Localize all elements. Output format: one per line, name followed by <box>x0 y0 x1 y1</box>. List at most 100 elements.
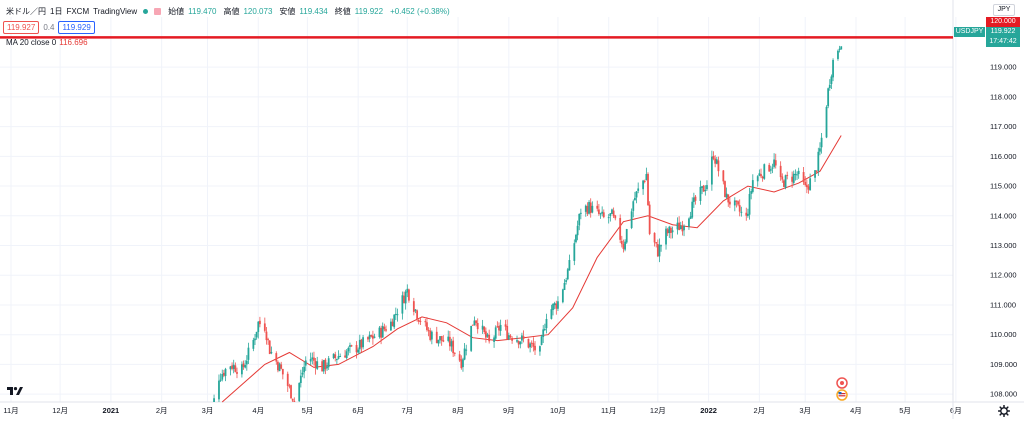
candle-body <box>313 357 315 361</box>
x-tick-label: 9月 <box>503 406 515 415</box>
candle-body <box>475 320 477 324</box>
x-tick-label: 2022 <box>700 406 717 415</box>
candle-body <box>722 170 725 182</box>
candle-body <box>797 170 800 175</box>
candle-body <box>632 201 635 211</box>
candle-body <box>460 359 463 369</box>
last-price-value: 119.922 <box>990 28 1016 35</box>
candle-body <box>761 176 764 179</box>
candle-body <box>257 321 260 333</box>
x-tick-label: 2月 <box>754 406 766 415</box>
candle-body <box>728 201 731 205</box>
y-tick-label: 112.000 <box>990 271 1017 280</box>
candle-body <box>565 280 568 282</box>
buy-button[interactable]: 119.929 <box>58 21 95 34</box>
candle-body <box>573 243 576 261</box>
candle-body <box>370 335 373 337</box>
candle-body <box>242 363 245 367</box>
candle-body <box>360 339 363 348</box>
candle-body <box>807 186 810 190</box>
candle-body <box>219 379 222 381</box>
candle-body <box>597 209 600 214</box>
sell-button[interactable]: 119.927 <box>3 21 40 34</box>
candle-body <box>809 178 812 191</box>
candle-body <box>561 289 564 303</box>
candle-body <box>591 205 594 213</box>
candle-body <box>671 230 674 233</box>
symbol-name[interactable]: 米ドル／円 <box>6 6 46 16</box>
gear-icon[interactable] <box>998 405 1010 417</box>
ma-legend[interactable]: MA 20 close 0 116.696 <box>6 38 88 47</box>
candle-body <box>607 217 610 219</box>
candle-body <box>450 341 453 347</box>
candle-body <box>304 360 307 366</box>
candle-body <box>756 176 759 182</box>
candle-body <box>642 180 644 190</box>
candle-body <box>476 322 479 330</box>
x-tick-label: 11月 <box>3 406 18 415</box>
candle-body <box>281 368 284 375</box>
candle-body <box>404 291 407 304</box>
candle-body <box>412 301 415 312</box>
candle-body <box>589 202 592 213</box>
candle-body <box>322 360 325 372</box>
y-tick-label: 109.000 <box>990 360 1017 369</box>
candle-body <box>498 325 500 331</box>
alert-price-tag[interactable]: 120.000 <box>986 17 1020 27</box>
candle-body <box>265 331 268 341</box>
candle-body <box>791 176 794 182</box>
candle-body <box>588 202 590 214</box>
candle-body <box>634 197 636 201</box>
candle-body <box>494 327 497 339</box>
candle-body <box>442 340 445 342</box>
candle-body <box>624 241 626 250</box>
candle-body <box>612 210 615 217</box>
candle-body <box>394 313 397 315</box>
candle-body <box>390 321 392 331</box>
candle-body <box>760 174 762 177</box>
candle-body <box>278 363 281 372</box>
flag-icon[interactable] <box>154 7 162 15</box>
bid-ask-panel[interactable]: 119.927 0.4 119.929 <box>3 21 95 34</box>
candle-body <box>555 303 558 309</box>
change-value: +0.452 (+0.38%) <box>390 6 450 16</box>
candle-body <box>473 320 476 326</box>
candle-body <box>655 242 658 244</box>
currency-button[interactable]: JPY <box>993 4 1015 16</box>
candle-body <box>344 355 346 358</box>
economic-event-icon[interactable] <box>834 377 850 401</box>
candle-body <box>701 186 703 189</box>
candle-body <box>758 173 761 176</box>
symbol-legend[interactable]: 米ドル／円 1日 FXCM TradingView 始値 119.470 高値 … <box>6 5 453 17</box>
candle-body <box>299 375 302 384</box>
candle-body <box>584 205 587 212</box>
candle-body <box>324 359 327 370</box>
candle-body <box>293 400 296 402</box>
candle-body <box>222 372 225 376</box>
candle-body <box>245 360 248 365</box>
candle-body <box>783 180 785 187</box>
candle-body <box>383 326 386 330</box>
candle-body <box>470 325 473 351</box>
candle-body <box>710 156 713 185</box>
candle-body <box>704 190 707 192</box>
candle-body <box>358 339 361 350</box>
x-tick-label: 12月 <box>52 406 68 415</box>
y-tick-label: 119.000 <box>990 63 1017 72</box>
candle-body <box>735 200 738 202</box>
candle-body <box>658 244 661 257</box>
candle-body <box>738 205 741 212</box>
candle-body <box>252 339 255 349</box>
candle-body <box>794 174 797 176</box>
x-tick-label: 6月 <box>352 406 364 415</box>
candle-body <box>596 205 599 209</box>
candle-body <box>507 335 510 340</box>
symbol-price-tag: USDJPY <box>954 27 985 37</box>
tradingview-logo-icon[interactable] <box>7 386 23 396</box>
y-tick-label: 117.000 <box>990 122 1017 131</box>
candle-body <box>429 330 432 340</box>
candle-body <box>509 335 512 338</box>
candle-body <box>463 348 466 360</box>
